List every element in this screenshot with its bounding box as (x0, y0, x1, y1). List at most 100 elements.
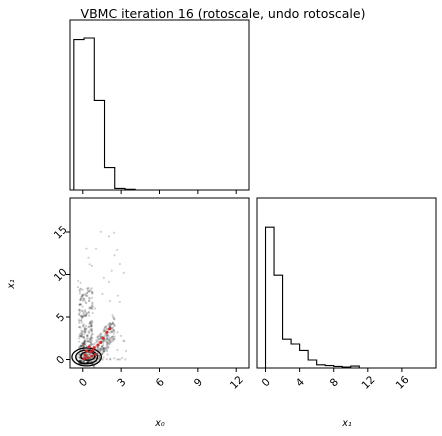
scatter-point (95, 340, 99, 343)
scatter-point (82, 293, 86, 297)
scatter-point (99, 333, 102, 336)
scatter-point (79, 326, 82, 329)
red-point (108, 327, 112, 331)
scatter-point (82, 342, 85, 345)
scatter-point (104, 325, 107, 328)
scatter-point (91, 292, 94, 295)
scatter-point (86, 311, 89, 315)
scatter-point (106, 341, 109, 344)
x1-hist-bar (325, 366, 334, 368)
scatter-point (99, 336, 102, 339)
scatter-point (85, 334, 89, 337)
scatter-point (112, 328, 115, 331)
scatter-point (96, 346, 99, 349)
scatter-point (81, 330, 84, 333)
scatter-point (105, 349, 109, 353)
scatter-point (122, 271, 125, 274)
scatter-point (111, 340, 114, 343)
scatter-point (78, 321, 81, 325)
x0-hist-step-line (73, 37, 136, 190)
scatter-point (107, 346, 110, 349)
x1-hist-tick-label: 4 (294, 376, 307, 389)
scatter-point (91, 332, 94, 336)
scatter-point (78, 313, 81, 316)
scatter-point (98, 354, 101, 357)
scatter-point (84, 329, 87, 332)
scatter-point (82, 324, 85, 327)
x1-hist-bar (334, 366, 343, 368)
scatter-point (92, 365, 95, 368)
scatter-point (96, 337, 100, 340)
joint-x-tick-label: 6 (154, 376, 167, 389)
scatter-point (91, 311, 94, 315)
joint-x-tick-label: 12 (228, 374, 246, 392)
scatter-point (90, 341, 93, 345)
scatter-point (84, 331, 87, 334)
scatter-point (97, 334, 100, 338)
scatter-point (82, 298, 85, 301)
scatter-point (87, 337, 90, 340)
scatter-point (99, 337, 102, 340)
joint-y-tick-label: 5 (54, 311, 67, 324)
scatter-point (85, 292, 89, 295)
scatter-point (82, 323, 85, 326)
x1-hist-bar (317, 365, 326, 368)
scatter-point (99, 347, 102, 351)
x1-hist-tick-label: 12 (360, 374, 378, 392)
scatter-point (111, 323, 114, 326)
scatter-point (90, 336, 93, 339)
scatter-point (103, 347, 106, 350)
scatter-point (83, 314, 86, 318)
scatter-point (97, 354, 100, 357)
scatter-point (85, 247, 88, 250)
scatter-point (119, 358, 122, 361)
scatter-point (87, 352, 90, 356)
scatter-point (91, 301, 94, 304)
scatter-point (102, 346, 105, 349)
scatter-point (81, 344, 84, 347)
scatter-point (98, 337, 101, 340)
scatter-point (82, 311, 85, 314)
scatter-point (78, 303, 81, 306)
scatter-point (102, 348, 105, 351)
scatter-point (119, 334, 123, 337)
scatter-point (108, 338, 111, 342)
scatter-point (102, 349, 105, 352)
scatter-point (89, 341, 93, 344)
scatter-point (90, 329, 94, 332)
scatter-point (81, 299, 84, 302)
scatter-point (79, 303, 83, 306)
scatter-point (116, 248, 119, 252)
scatter-point (112, 329, 115, 332)
scatter-point (83, 337, 86, 340)
scatter-point (110, 336, 113, 340)
red-point (94, 352, 98, 356)
scatter-point (83, 297, 86, 300)
scatter-point (95, 338, 98, 341)
scatter-point (101, 292, 104, 295)
scatter-point (106, 344, 109, 348)
scatter-point (85, 301, 88, 305)
x0-histogram (73, 37, 136, 190)
scatter-point (82, 345, 85, 348)
scatter-point (90, 324, 93, 327)
joint-y-tick-label: 10 (52, 266, 70, 284)
figure-title: VBMC iteration 16 (rotoscale, undo rotos… (81, 6, 366, 21)
scatter-point (83, 326, 86, 329)
scatter-point (84, 301, 87, 304)
scatter-point (97, 357, 101, 360)
scatter-point (102, 329, 106, 332)
scatter-point (91, 320, 94, 323)
scatter-point (89, 339, 92, 342)
x1-hist-bar (274, 275, 283, 368)
scatter-point (111, 335, 114, 339)
scatter-point (106, 341, 110, 344)
scatter-point (86, 361, 89, 364)
scatter-point (80, 317, 83, 320)
scatter-point (80, 359, 83, 363)
scatter-point (86, 289, 90, 292)
scatter-point (90, 343, 93, 346)
scatter-point (90, 339, 93, 342)
scatter-point (105, 336, 109, 339)
scatter-point (104, 348, 108, 351)
